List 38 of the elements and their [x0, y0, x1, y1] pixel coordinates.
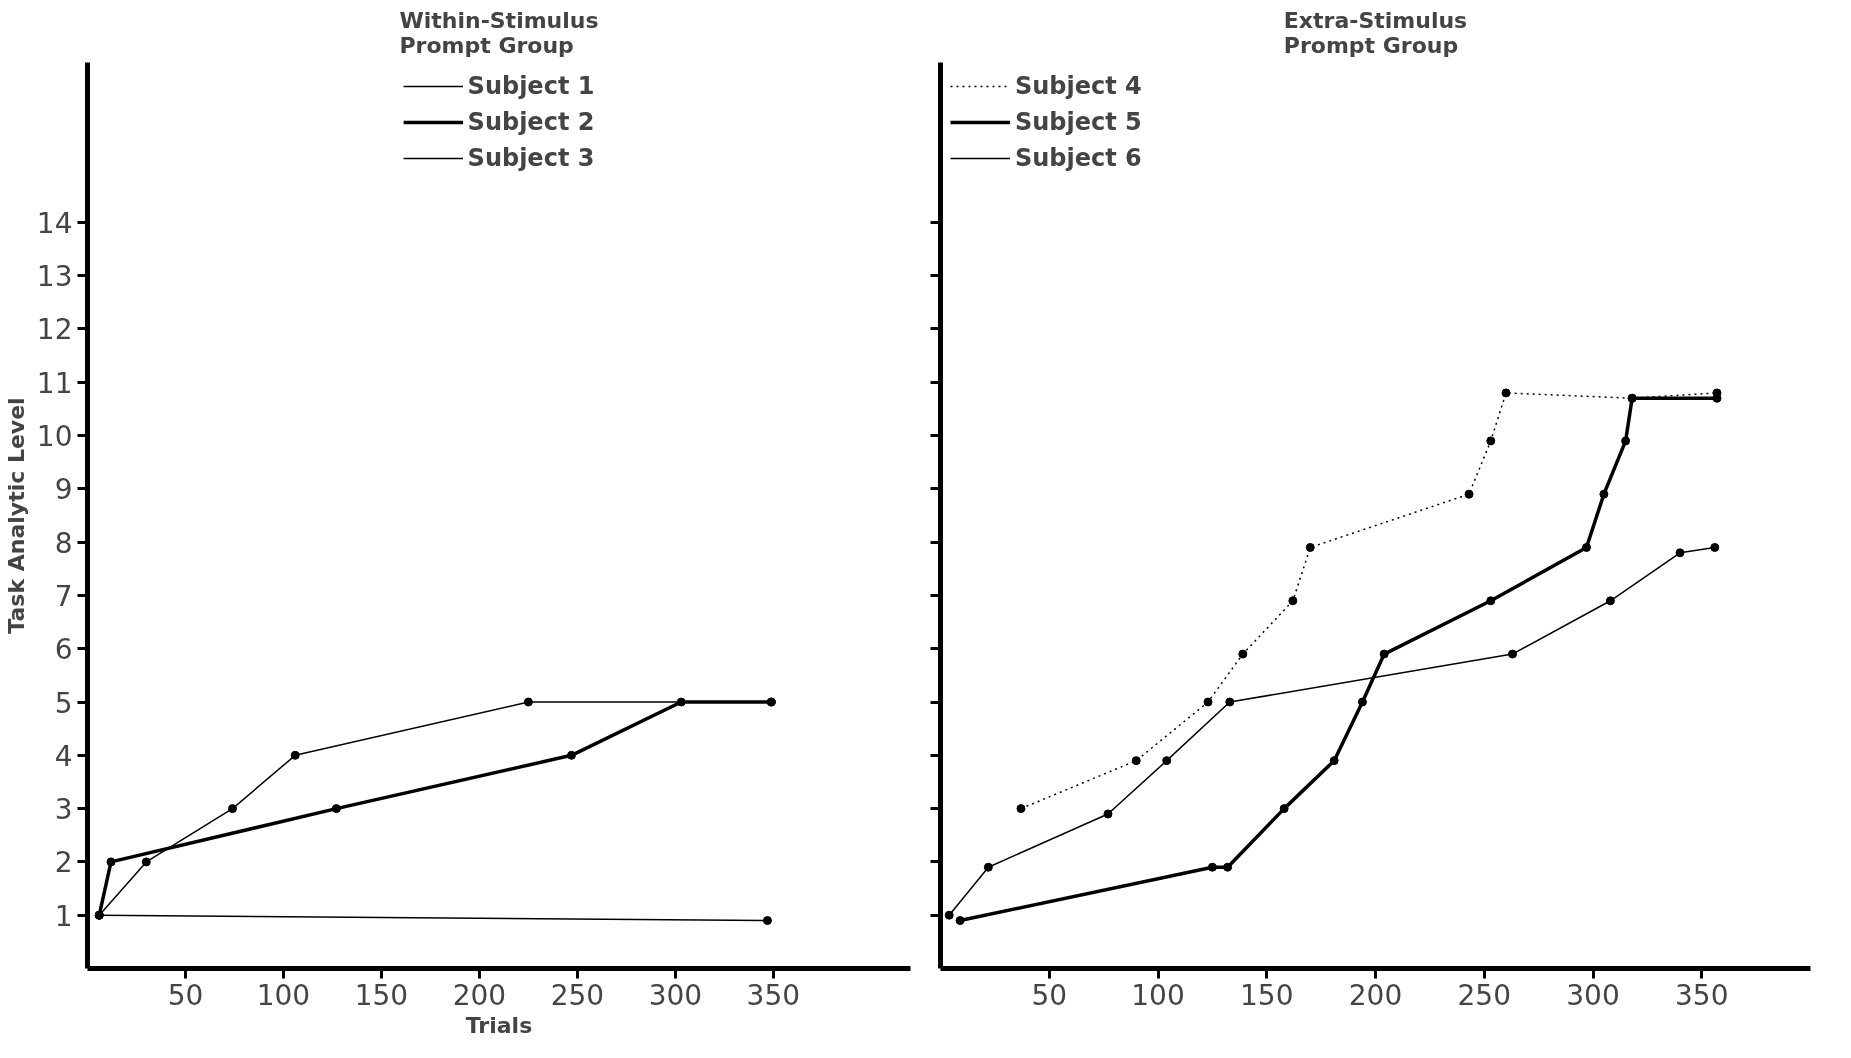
y-tick-label: 2 [54, 846, 73, 880]
y-tick-label: 5 [54, 686, 73, 720]
chart-title: Extra-Stimulus Prompt Group [1283, 7, 1468, 58]
legend-label: Subject 6 [1015, 144, 1142, 172]
x-tick-label: 250 [550, 978, 605, 1012]
legend-label: Subject 2 [467, 108, 595, 136]
legend-label: Subject 5 [1015, 108, 1142, 136]
x-axis-title: Trials [465, 1012, 533, 1038]
y-tick-label: 11 [36, 366, 73, 400]
legend-label: Subject 4 [1015, 72, 1142, 100]
x-tick-label: 300 [1566, 978, 1620, 1012]
y-tick-label: 7 [54, 579, 73, 613]
y-tick-label: 10 [36, 420, 73, 454]
legend-label: Subject 3 [467, 144, 595, 172]
x-tick-label: 350 [1675, 978, 1729, 1012]
x-tick-label: 50 [167, 978, 204, 1012]
y-tick-label: 4 [54, 739, 73, 773]
x-tick-label: 50 [1031, 978, 1068, 1012]
y-tick-label: 9 [54, 473, 73, 507]
y-tick-label: 3 [54, 793, 73, 827]
x-tick-label: 300 [648, 978, 703, 1012]
y-axis-title: Task Analytic Level [3, 397, 29, 634]
x-tick-label: 150 [354, 978, 409, 1012]
x-tick-label: 350 [746, 978, 801, 1012]
y-tick-label: 6 [54, 633, 73, 667]
legend-label: Subject 1 [467, 72, 595, 100]
x-tick-label: 200 [452, 978, 507, 1012]
y-tick-label: 13 [36, 260, 73, 294]
x-tick-label: 200 [1348, 978, 1403, 1012]
x-tick-label: 100 [1131, 978, 1185, 1012]
chart-title: Within-Stimulus Prompt Group [399, 7, 599, 58]
x-tick-label: 250 [1457, 978, 1511, 1012]
y-tick-label: 1 [54, 899, 73, 933]
x-tick-label: 150 [1240, 978, 1294, 1012]
x-tick-label: 100 [256, 978, 311, 1012]
y-tick-label: 12 [36, 313, 73, 347]
y-tick-label: 14 [36, 206, 73, 240]
y-tick-label: 8 [54, 526, 73, 560]
